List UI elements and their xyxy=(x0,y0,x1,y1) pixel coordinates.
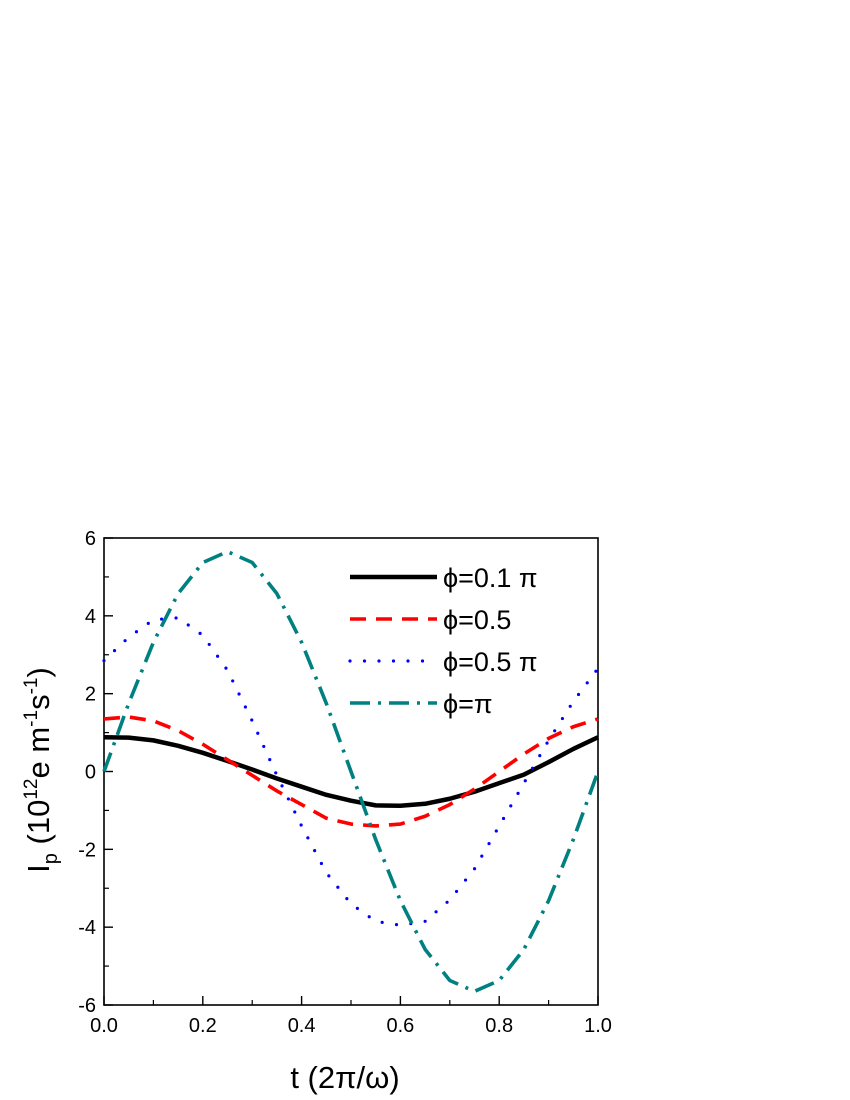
y-axis-unit-s: s xyxy=(21,694,56,710)
y-axis-subscript: p xyxy=(40,853,62,864)
series-lines xyxy=(102,549,600,994)
y-tick-label: 4 xyxy=(85,606,96,628)
series-line xyxy=(103,715,599,828)
legend-label: ϕ=0.5 π xyxy=(443,647,538,677)
y-axis-unit-close: ) xyxy=(21,667,56,677)
y-tick-label: 6 xyxy=(85,528,96,550)
x-tick-label: 0.4 xyxy=(288,1015,316,1037)
y-axis-main: I xyxy=(21,864,56,873)
y-tick-label: -6 xyxy=(78,995,96,1017)
y-axis-exp1: 12 xyxy=(21,779,42,800)
legend-label: ϕ=π xyxy=(443,689,493,719)
x-tick-label: 0.6 xyxy=(386,1015,414,1037)
legend: ϕ=0.1 π ϕ=0.5 ϕ=0.5 π ϕ=π xyxy=(348,563,538,719)
x-tick-label: 0.0 xyxy=(90,1015,118,1037)
x-tick-label: 0.8 xyxy=(485,1015,513,1037)
x-tick-label: 0.2 xyxy=(189,1015,217,1037)
y-tick-label: -4 xyxy=(78,917,96,939)
y-axis-unit-open: (10 xyxy=(21,800,56,853)
x-tick-label: 1.0 xyxy=(584,1015,612,1037)
y-axis-exp3: -1 xyxy=(21,678,42,695)
y-axis-unit-em: e m xyxy=(21,727,56,779)
legend-label: ϕ=0.5 xyxy=(443,605,511,635)
axis-ticks: 0.0 0.2 0.4 0.6 0.8 1.0 -6 -4 -2 0 2 4 6 xyxy=(78,528,612,1037)
y-tick-label: -2 xyxy=(78,839,96,861)
legend-label: ϕ=0.1 π xyxy=(443,563,538,593)
series-line xyxy=(103,735,599,808)
y-axis-exp2: -1 xyxy=(21,710,42,727)
x-axis-title: t (2π/ω) xyxy=(290,1060,399,1095)
y-axis-title: Ip (1012e m-1s-1) xyxy=(21,667,62,873)
series-line xyxy=(102,549,600,994)
y-tick-label: 0 xyxy=(85,762,96,784)
y-tick-label: 2 xyxy=(85,684,96,706)
